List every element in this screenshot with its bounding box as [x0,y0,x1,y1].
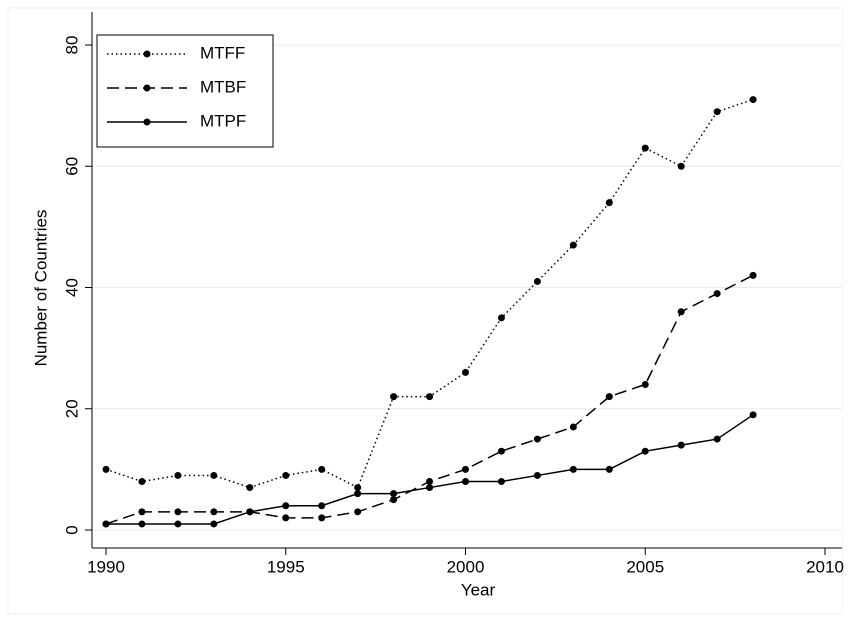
data-point [713,290,721,298]
x-tick-label: 1990 [87,557,125,576]
data-point [138,520,146,528]
data-point [354,490,362,498]
data-point [641,447,649,455]
data-point [749,271,757,279]
data-point [210,520,218,528]
data-point [605,393,613,401]
data-point [138,478,146,485]
data-point [462,465,469,473]
data-point [174,471,182,479]
legend-marker [143,50,151,58]
data-point [713,108,721,116]
x-tick-label: 2005 [626,557,664,576]
y-tick-label: 0 [62,525,81,534]
data-point [174,508,182,516]
data-point [138,508,146,516]
data-point [677,162,685,170]
data-point [533,471,541,479]
data-point [605,465,613,473]
legend-marker [143,84,151,92]
data-point [749,96,757,104]
series-line [106,414,754,525]
data-point [462,368,469,376]
data-point [354,508,362,516]
y-tick-label: 20 [62,399,81,418]
data-point [210,471,218,479]
data-point [210,508,218,516]
data-point [282,502,290,510]
data-point [390,393,398,401]
data-point [749,411,757,419]
y-tick-label: 60 [62,157,81,176]
data-point [426,393,434,401]
data-point [533,277,541,285]
y-tick-label: 80 [62,36,81,55]
data-point [390,490,398,498]
data-point [462,478,469,485]
y-axis-label: Number of Countries [31,210,50,367]
frame [7,7,843,615]
data-point [102,465,110,473]
data-point [641,144,649,152]
legend-label: MTFF [200,43,245,62]
data-point [677,441,685,449]
data-point [354,484,362,492]
x-tick-label: 1995 [267,557,305,576]
data-point [677,308,685,316]
data-point [390,496,398,504]
legend-box [96,34,274,148]
x-tick-label: 2010 [806,557,844,576]
data-point [282,471,290,479]
data-point [282,514,290,522]
data-point [533,435,541,443]
data-point [246,484,254,492]
legend-label: MTBF [200,77,246,96]
legend-marker [143,118,151,126]
x-tick-label: 2000 [447,557,485,576]
x-axis-label: Year [461,580,496,599]
data-point [569,465,577,473]
data-point [246,508,254,516]
data-point [318,514,326,522]
data-point [713,435,721,443]
data-point [426,478,434,485]
data-point [318,465,326,473]
series-line [105,98,754,489]
data-point [497,478,505,485]
y-tick-label: 40 [62,278,81,297]
data-point [174,520,182,528]
data-point [641,381,649,388]
data-point [497,314,505,322]
data-point [426,484,434,492]
data-point [569,241,577,249]
data-point [605,199,613,207]
data-point [318,502,326,510]
data-point [569,423,577,431]
data-point [102,520,110,528]
legend-label: MTPF [200,111,246,130]
data-point [497,447,505,455]
